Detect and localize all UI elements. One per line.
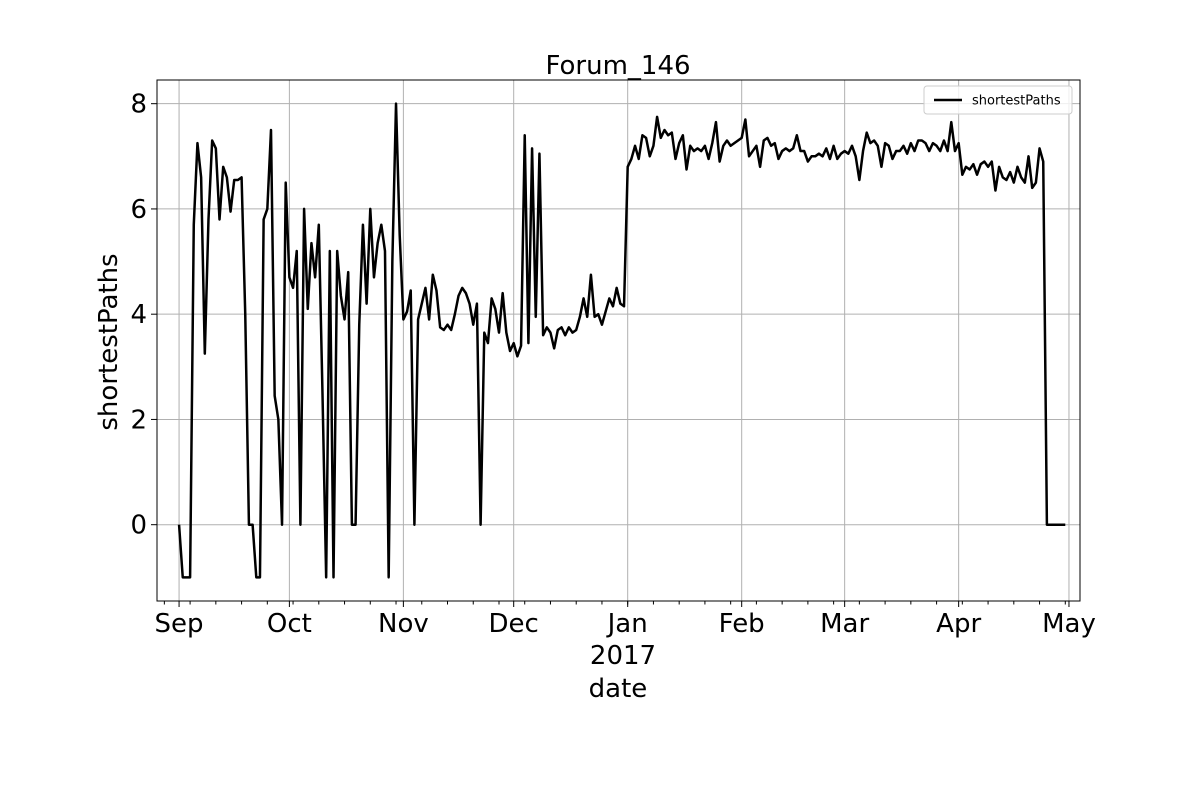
series-layer	[177, 102, 1066, 579]
x-year-label: 2017	[590, 641, 656, 671]
x-tick-label: Jan	[606, 609, 648, 639]
x-tick-label: Feb	[719, 609, 765, 639]
x-tick-label: Nov	[378, 609, 429, 639]
grid-lines	[157, 80, 1080, 601]
axis-ticks: 0 2 4 6 8 Sep Oct Nov Dec Jan Feb Mar Apr May	[130, 90, 1095, 639]
x-tick-label: Dec	[489, 609, 539, 639]
y-tick-label: 6	[130, 195, 147, 225]
legend: shortestPaths	[923, 85, 1073, 115]
y-tick-label: 4	[130, 300, 147, 330]
y-tick-label: 0	[130, 511, 147, 541]
chart-title: Forum_146	[545, 51, 690, 81]
series-line-shortestPaths	[177, 102, 1066, 579]
legend-label: shortestPaths	[972, 94, 1061, 109]
legend-box	[923, 85, 1073, 115]
x-tick-label: May	[1042, 609, 1096, 639]
x-tick-label: Mar	[820, 609, 869, 639]
x-tick-label: Sep	[155, 609, 204, 639]
x-axis-label: date	[589, 674, 648, 704]
plot-frame	[156, 79, 1081, 602]
y-axis-label: shortestPaths	[94, 253, 124, 430]
x-tick-label: Oct	[267, 609, 312, 639]
y-tick-label: 8	[130, 90, 147, 120]
x-tick-label: Apr	[936, 609, 981, 639]
y-tick-label: 2	[130, 405, 147, 435]
